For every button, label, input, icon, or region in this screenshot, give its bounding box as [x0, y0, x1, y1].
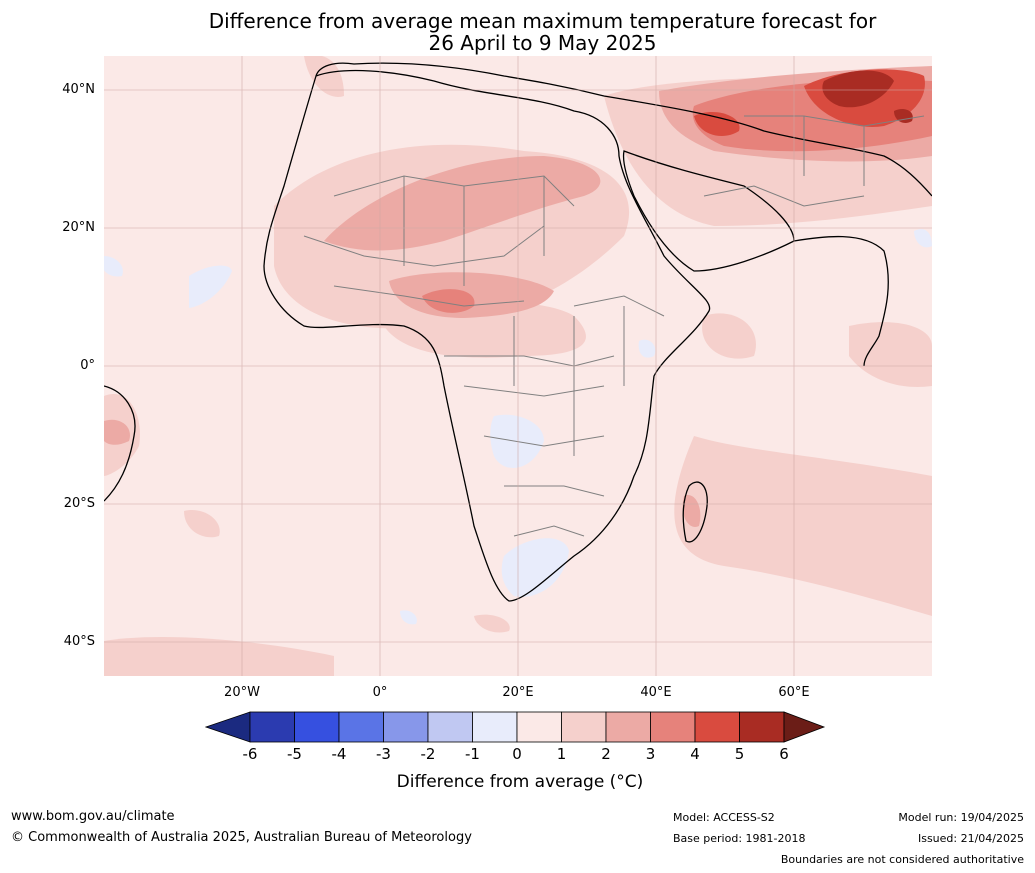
- colorbar-tick-label: -3: [376, 745, 391, 763]
- colorbar-swatch: [338, 711, 384, 743]
- colorbar-tick-label: 6: [779, 745, 789, 763]
- colorbar-swatch: [650, 711, 696, 743]
- lon-label-60e: 60°E: [778, 685, 810, 700]
- colorbar-swatch: [561, 711, 607, 743]
- map-title: Difference from average mean maximum tem…: [0, 10, 1035, 54]
- colorbar: [205, 711, 826, 743]
- colorbar-tick-label: -6: [242, 745, 258, 763]
- lat-label-20s: 20°S: [63, 496, 95, 511]
- footer-url[interactable]: www.bom.gov.au/climate: [11, 809, 175, 824]
- colorbar-title: Difference from average (°C): [396, 772, 644, 792]
- footer-base-period: Base period: 1981-2018: [673, 832, 806, 845]
- graticule: [104, 56, 932, 676]
- arabia-coastline: [622, 150, 795, 272]
- footer-model-run: Model run: 19/04/2025: [898, 811, 1024, 824]
- colorbar-swatch: [472, 711, 518, 743]
- lat-label-40n: 40°N: [62, 82, 95, 97]
- colorbar-tick-label: 5: [734, 745, 745, 763]
- title-line-1: Difference from average mean maximum tem…: [208, 9, 877, 33]
- colorbar-tick-label: -1: [465, 745, 480, 763]
- lon-label-20w: 20°W: [224, 685, 260, 700]
- footer-model: Model: ACCESS-S2: [673, 811, 775, 824]
- footer-copyright: © Commonwealth of Australia 2025, Austra…: [11, 830, 472, 845]
- colorbar-tick-label: 3: [645, 745, 656, 763]
- colorbar-extend-low: [205, 711, 251, 743]
- colorbar-swatch: [516, 711, 562, 743]
- anomaly-minus1-0-zones: [104, 229, 932, 625]
- temperature-anomaly-map: [104, 56, 932, 676]
- colorbar-tick-label: -2: [420, 745, 436, 763]
- lat-label-equator: 0°: [80, 358, 95, 373]
- map-panel: [104, 56, 932, 676]
- south-america-coastline: [104, 385, 136, 502]
- lon-label-0: 0°: [372, 685, 388, 700]
- lat-label-40s: 40°S: [63, 634, 95, 649]
- colorbar-swatch: [249, 711, 295, 743]
- colorbar-tick-label: 4: [690, 745, 700, 763]
- country-borders: [303, 115, 925, 537]
- colorbar-swatch: [427, 711, 473, 743]
- madagascar-coastline: [682, 481, 708, 543]
- colorbar-swatch: [294, 711, 340, 743]
- colorbar-extend-high: [783, 711, 826, 743]
- anomaly-5-6-zones: [822, 70, 913, 123]
- colorbar-tick-label: -4: [331, 745, 347, 763]
- colorbar-swatch: [739, 711, 785, 743]
- eurasia-coastline: [315, 62, 932, 197]
- footer-boundaries: Boundaries are not considered authoritat…: [780, 853, 1024, 866]
- colorbar-tick-label: -5: [287, 745, 302, 763]
- colorbar-tick-label: 2: [601, 745, 611, 763]
- colorbar-swatches: [205, 711, 826, 743]
- colorbar-swatch: [694, 711, 740, 743]
- title-line-2: 26 April to 9 May 2025: [428, 31, 657, 55]
- colorbar-tick-label: 0: [512, 745, 522, 763]
- lat-label-20n: 20°N: [62, 220, 95, 235]
- lon-label-40e: 40°E: [640, 685, 672, 700]
- africa-coastline: [263, 69, 711, 602]
- colorbar-swatch: [383, 711, 429, 743]
- lon-label-20e: 20°E: [502, 685, 534, 700]
- footer-issued: Issued: 21/04/2025: [917, 832, 1024, 845]
- south-asia-coastline: [793, 235, 889, 367]
- colorbar-tick-label: 1: [556, 745, 567, 763]
- colorbar-swatch: [605, 711, 651, 743]
